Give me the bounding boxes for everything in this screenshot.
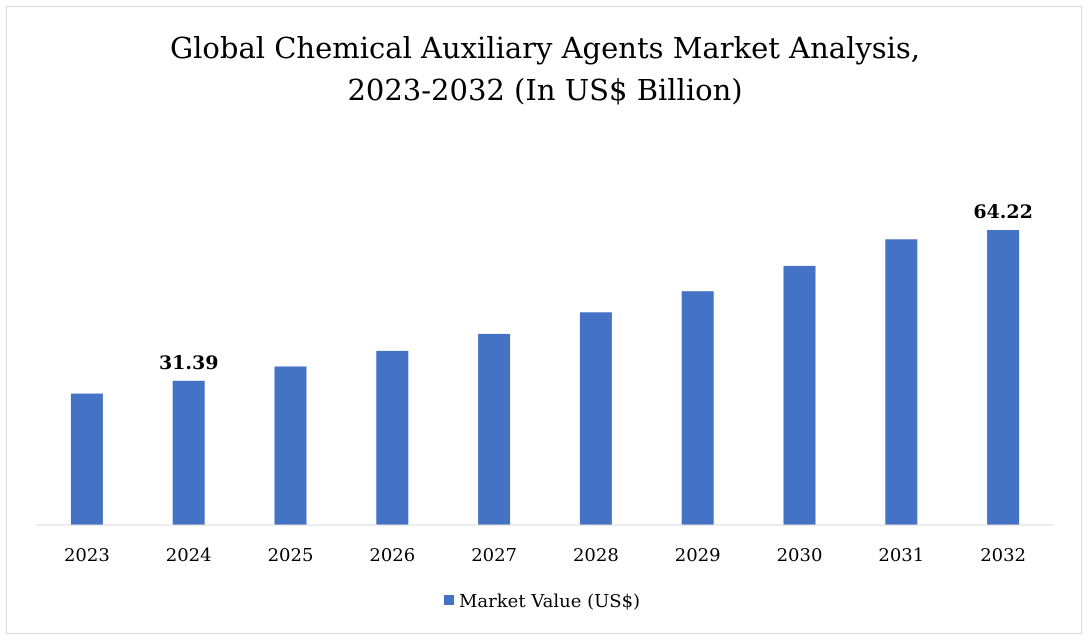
bars-group (70, 230, 1020, 526)
x-tick-label-2026: 2026 (369, 545, 415, 566)
bar-2029 (681, 291, 714, 525)
x-tick-label-2027: 2027 (471, 545, 517, 566)
bar-2026 (376, 350, 409, 525)
chart-title-line-1: Global Chemical Auxiliary Agents Market … (170, 31, 920, 65)
bar-2032 (987, 230, 1020, 525)
bar-2028 (579, 312, 612, 525)
x-tick-label-2032: 2032 (980, 545, 1026, 566)
x-tick-labels: 2023 2024 2025 2026 2027 2028 2029 2030 2031 2032 (64, 545, 1026, 566)
chart-title-line-2: 2023-2032 (In US$ Billion) (347, 73, 742, 107)
legend-swatch (444, 595, 454, 605)
bar-2030 (783, 265, 816, 525)
chart-title: Global Chemical Auxiliary Agents Market … (170, 31, 920, 107)
legend: Market Value (US$) (444, 591, 640, 612)
bar-2027 (478, 333, 511, 525)
data-label-2024: 31.39 (159, 352, 219, 374)
legend-label: Market Value (US$) (459, 591, 640, 612)
bar-2025 (274, 366, 307, 525)
data-labels: 31.39 64.22 (159, 201, 1033, 374)
bar-2031 (885, 239, 918, 526)
x-tick-label-2025: 2025 (268, 545, 314, 566)
bar-2023 (70, 393, 103, 525)
x-tick-label-2024: 2024 (166, 545, 212, 566)
x-tick-label-2031: 2031 (878, 545, 924, 566)
data-label-2032: 64.22 (973, 201, 1033, 223)
x-tick-label-2028: 2028 (573, 545, 619, 566)
x-tick-label-2030: 2030 (777, 545, 823, 566)
bar-2024 (172, 380, 205, 525)
x-tick-label-2029: 2029 (675, 545, 721, 566)
x-tick-label-2023: 2023 (64, 545, 110, 566)
